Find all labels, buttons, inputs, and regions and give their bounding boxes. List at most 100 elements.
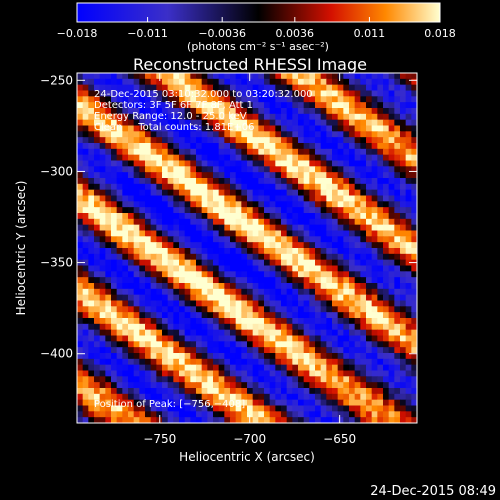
heatmap-cell (292, 376, 299, 383)
heatmap-cell (235, 201, 242, 208)
heatmap-cell (275, 393, 282, 401)
heatmap-cell (111, 183, 118, 191)
heatmap-cell (247, 183, 254, 191)
heatmap-cell (128, 73, 135, 80)
heatmap-cell (139, 353, 146, 360)
heatmap-cell (241, 353, 248, 360)
heatmap-cell (82, 90, 89, 97)
heatmap-cell (94, 195, 101, 202)
heatmap-cell (360, 178, 367, 185)
heatmap-cell (371, 195, 378, 202)
heatmap-cell (275, 417, 282, 423)
heatmap-cell (377, 242, 384, 249)
heatmap-cell (400, 96, 407, 103)
heatmap-cell (105, 283, 112, 290)
heatmap-cell (105, 405, 112, 412)
heatmap-cell (162, 108, 169, 115)
heatmap-cell (298, 417, 305, 423)
heatmap-cell (258, 207, 265, 214)
heatmap-cell (275, 160, 282, 167)
heatmap-cell (196, 213, 203, 220)
heatmap-cell (388, 271, 395, 278)
heatmap-cell (139, 218, 146, 226)
heatmap-cell (337, 172, 344, 179)
heatmap-cell (156, 166, 163, 173)
heatmap-cell (173, 166, 180, 173)
heatmap-cell (269, 353, 276, 360)
heatmap-cell (366, 96, 373, 103)
heatmap-cell (99, 353, 106, 360)
heatmap-cell (303, 265, 310, 272)
heatmap-cell (184, 242, 191, 249)
heatmap-cell (218, 113, 225, 121)
heatmap-cell (133, 364, 140, 372)
heatmap-cell (88, 411, 95, 418)
heatmap-cell (196, 253, 203, 261)
heatmap-cell (349, 265, 356, 272)
heatmap-cell (337, 248, 344, 255)
heatmap-cell (377, 417, 384, 423)
heatmap-cell (105, 84, 112, 92)
heatmap-cell (196, 224, 203, 232)
heatmap-cell (122, 329, 129, 337)
heatmap-cell (122, 166, 129, 173)
heatmap-cell (383, 405, 390, 412)
heatmap-cell (105, 166, 112, 173)
heatmap-cell (94, 230, 101, 237)
heatmap-cell (122, 364, 129, 372)
heatmap-cell (349, 154, 356, 162)
heatmap-cell (371, 364, 378, 372)
heatmap-cell (77, 364, 84, 372)
heatmap-cell (196, 277, 203, 284)
heatmap-cell (201, 312, 208, 319)
heatmap-cell (349, 78, 356, 86)
heatmap-cell (230, 399, 237, 407)
chart-title: Reconstructed RHESSI Image (133, 55, 367, 74)
heatmap-cell (298, 213, 305, 220)
heatmap-cell (275, 131, 282, 138)
heatmap-cell (281, 358, 288, 366)
heatmap-cell (128, 90, 135, 97)
heatmap-cell (315, 73, 322, 80)
heatmap-cell (218, 108, 225, 115)
heatmap-cell (286, 312, 293, 319)
heatmap-cell (162, 405, 169, 412)
heatmap-cell (281, 143, 288, 150)
heatmap-cell (388, 96, 395, 103)
heatmap-cell (269, 195, 276, 202)
heatmap-cell (122, 353, 129, 360)
heatmap-cell (360, 131, 367, 138)
heatmap-cell (400, 353, 407, 360)
heatmap-cell (224, 318, 231, 325)
heatmap-cell (315, 207, 322, 214)
heatmap-cell (320, 364, 327, 372)
heatmap-cell (94, 242, 101, 249)
heatmap-cell (349, 242, 356, 249)
heatmap-cell (133, 90, 140, 97)
heatmap-cell (162, 224, 169, 232)
heatmap-cell (139, 236, 146, 243)
heatmap-cell (315, 90, 322, 97)
heatmap-cell (167, 382, 174, 389)
heatmap-cell (269, 388, 276, 395)
heatmap-cell (82, 230, 89, 237)
heatmap-cell (360, 335, 367, 342)
heatmap-cell (371, 248, 378, 255)
heatmap-cell (400, 178, 407, 185)
heatmap-cell (105, 90, 112, 97)
heatmap-cell (281, 417, 288, 423)
heatmap-cell (388, 178, 395, 185)
heatmap-cell (303, 236, 310, 243)
heatmap-cell (264, 388, 271, 395)
heatmap-cell (400, 213, 407, 220)
heatmap-cell (377, 178, 384, 185)
heatmap-cell (286, 125, 293, 132)
heatmap-cell (247, 178, 254, 185)
heatmap-cell (224, 300, 231, 307)
heatmap-cell (133, 353, 140, 360)
heatmap-cell (252, 178, 259, 185)
heatmap-cell (184, 195, 191, 202)
heatmap-cell (388, 207, 395, 214)
heatmap-cell (167, 172, 174, 179)
heatmap-cell (275, 154, 282, 162)
